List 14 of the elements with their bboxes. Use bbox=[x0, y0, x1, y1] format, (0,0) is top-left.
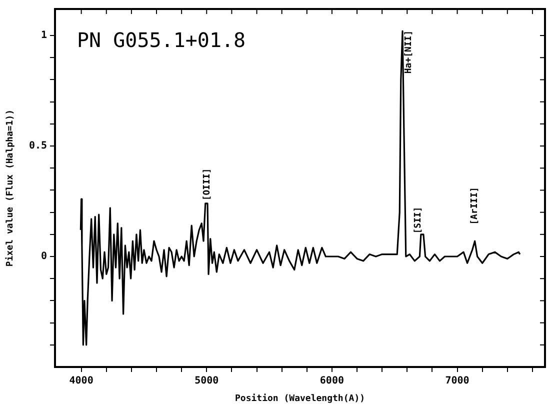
y-tick-label: 0.5 bbox=[28, 140, 47, 152]
x-tick-label: 7000 bbox=[445, 376, 470, 387]
annotation: [OIII] bbox=[202, 168, 213, 201]
y-axis-title: Pixel value (Flux (Halpha=1)) bbox=[4, 109, 16, 267]
y-tick-label: 0 bbox=[40, 251, 47, 262]
y-tick-label: 1 bbox=[40, 30, 47, 42]
text: PN G055.1+01.8 bbox=[77, 28, 246, 52]
x-tick-label: 5000 bbox=[194, 376, 219, 387]
annotation: [ArIII] bbox=[470, 186, 480, 225]
annotation: Ha+[NII] bbox=[404, 30, 414, 74]
x-axis-title: Position (Wavelength(A)) bbox=[234, 392, 366, 404]
annotation: [SII] bbox=[413, 206, 424, 234]
x-tick-label: 6000 bbox=[320, 376, 344, 387]
x-tick-label: 4000 bbox=[69, 376, 94, 387]
